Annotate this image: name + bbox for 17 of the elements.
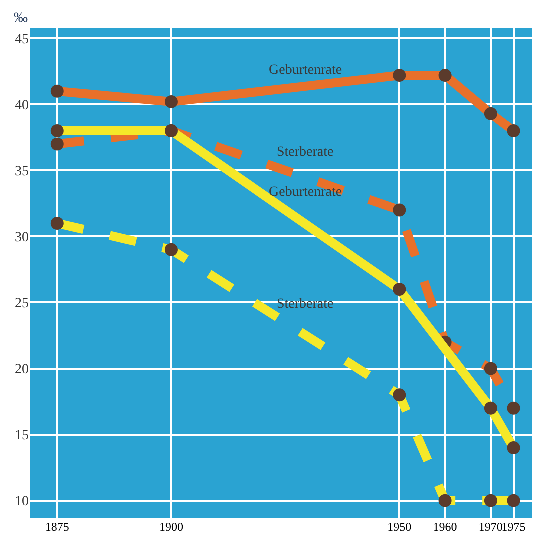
y-tick-label: 45 [15, 32, 29, 48]
y-tick-label: 30 [15, 230, 29, 246]
x-tick-label: 1950 [388, 520, 412, 534]
x-tick-label: 1875 [45, 520, 70, 534]
y-tick-label: 15 [15, 428, 29, 444]
x-tick-label: 1960 [433, 520, 458, 534]
x-tick-label: 1975 [502, 520, 526, 534]
series-label: Sterberate [277, 145, 334, 160]
y-tick-label: 10 [15, 494, 29, 510]
y-tick-label: 40 [15, 98, 29, 114]
series-label: Geburtenrate [269, 63, 342, 78]
x-tick-label: 1970 [478, 520, 503, 534]
y-axis-title: ‰ [14, 11, 28, 26]
y-tick-label: 35 [15, 164, 29, 180]
y-tick-label: 20 [15, 362, 29, 378]
x-tick-label: 1900 [159, 520, 184, 534]
y-tick-label: 25 [15, 296, 29, 312]
